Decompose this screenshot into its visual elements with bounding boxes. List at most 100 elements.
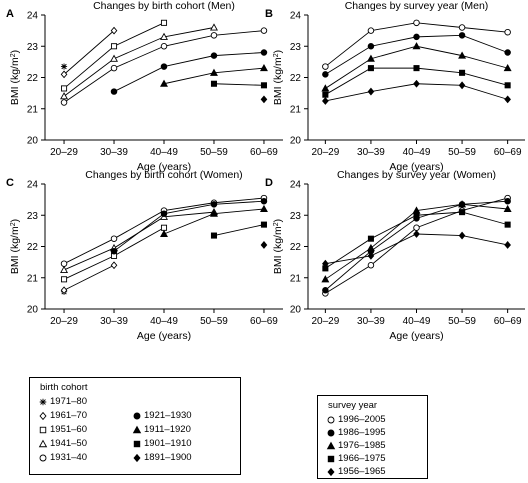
y-tick-label: 24 [27, 180, 39, 191]
legend-marker [38, 439, 48, 448]
x-tick-label: 30–39 [357, 147, 385, 158]
data-point [260, 197, 268, 205]
data-point [504, 197, 511, 205]
data-point [60, 70, 68, 79]
series-1931–40 [60, 27, 268, 106]
chart-title: Changes by birth cohort (Women) [85, 169, 242, 181]
data-point [413, 79, 420, 88]
series-line [213, 83, 264, 86]
data-point [321, 84, 330, 92]
data-point [504, 49, 511, 56]
panel-letter: A [6, 8, 14, 20]
data-point [413, 19, 420, 27]
data-point [210, 80, 218, 87]
x-tick-label: 60–69 [494, 316, 522, 327]
y-tick-label: 24 [27, 11, 39, 22]
y-tick-label: 23 [27, 42, 39, 53]
data-point [504, 28, 511, 36]
series-1921–1930 [110, 49, 268, 95]
y-axis-label: BMI (kg/m2) [272, 219, 284, 274]
x-tick-label: 40–49 [403, 147, 431, 158]
y-tick-label: 23 [290, 42, 302, 53]
data-point [321, 275, 330, 283]
legend-marker [39, 426, 47, 434]
data-point [413, 65, 420, 72]
series-1996–2005 [322, 19, 511, 70]
y-tick-label: 24 [290, 11, 302, 22]
data-point [504, 82, 511, 89]
chart-panel-a: A Changes by birth cohort (Men) 20 21 22 23 24… [6, 0, 283, 173]
series-1901–1910 [210, 80, 267, 89]
legend-title: birth cohort [40, 382, 88, 393]
data-point [160, 224, 168, 231]
y-tick-label: 21 [27, 273, 39, 284]
x-tick-label: 40–49 [150, 316, 178, 327]
data-point [412, 42, 421, 50]
legend-marker [327, 416, 335, 424]
series-1941–50 [60, 23, 218, 100]
y-tick-label: 22 [27, 242, 39, 253]
x-tick-label: 20–29 [311, 316, 339, 327]
series-1961–70 [60, 261, 118, 295]
data-point [259, 204, 268, 213]
data-point [504, 221, 511, 228]
legend-birth-cohort: birth cohort 1971–80 1961–70 1951–60 1941–5… [29, 377, 241, 475]
data-point [110, 54, 119, 62]
data-point [160, 210, 168, 217]
legend-marker [327, 455, 335, 463]
x-tick-label: 50–59 [448, 147, 476, 158]
data-point [459, 209, 466, 216]
legend-label: 1971–80 [50, 396, 87, 407]
data-point [458, 24, 466, 31]
x-tick-label: 30–39 [100, 147, 128, 158]
chart-panel-c: C Changes by birth cohort (Women) 20 21 22 23… [6, 169, 283, 342]
data-point [322, 259, 329, 268]
data-point [210, 201, 218, 208]
legend-marker [39, 411, 47, 421]
series-line [113, 200, 264, 252]
series-1976–1985 [321, 42, 512, 92]
legend-label: 1976–1985 [338, 440, 386, 451]
x-tick-label: 60–69 [494, 147, 522, 158]
data-point [260, 241, 268, 249]
y-tick-label: 23 [290, 211, 302, 222]
legend-marker [133, 412, 141, 420]
data-point [260, 82, 267, 89]
data-point [503, 204, 512, 213]
data-point [366, 54, 375, 62]
data-point [367, 43, 375, 50]
x-tick-label: 40–49 [150, 147, 178, 158]
x-tick-label: 50–59 [448, 316, 476, 327]
y-tick-label: 21 [27, 104, 39, 115]
legend-label: 1996–2005 [338, 414, 386, 425]
y-tick-label: 23 [27, 211, 39, 222]
data-point [160, 79, 168, 87]
chart-title: Changes by survey year (Men) [345, 0, 489, 12]
data-point [259, 63, 268, 72]
series-1911–1920 [160, 204, 268, 238]
data-point [322, 97, 329, 105]
legend-marker [326, 441, 336, 450]
data-point [209, 23, 218, 31]
series-1986–1995 [322, 32, 511, 78]
data-point [458, 231, 466, 240]
data-point [322, 63, 329, 70]
legend-marker [327, 429, 335, 437]
x-tick-label: 30–39 [100, 316, 128, 327]
y-tick-label: 21 [290, 273, 302, 284]
x-tick-label: 50–59 [200, 316, 228, 327]
data-point [504, 95, 511, 104]
y-tick-label: 20 [290, 305, 302, 316]
series-line [213, 224, 265, 237]
data-point [458, 81, 466, 90]
data-point [160, 32, 168, 40]
y-tick-label: 21 [290, 104, 302, 115]
data-point [367, 65, 374, 72]
x-axis-label: Age (years) [137, 330, 191, 342]
x-tick-label: 60–69 [250, 316, 278, 327]
legend-marker [133, 453, 141, 463]
data-point [367, 251, 375, 260]
data-point [322, 287, 329, 294]
data-point [210, 52, 218, 59]
x-axis-label: Age (years) [389, 330, 443, 342]
